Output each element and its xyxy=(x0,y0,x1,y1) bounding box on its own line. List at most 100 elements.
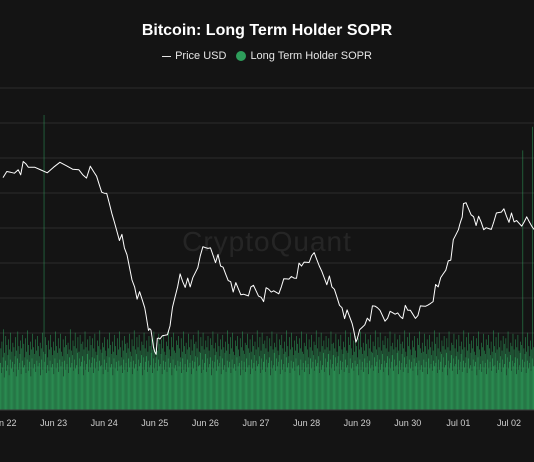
sopr-bar xyxy=(114,368,116,410)
sopr-bar xyxy=(181,373,183,410)
sopr-bar xyxy=(65,336,66,410)
sopr-bar xyxy=(8,375,10,410)
sopr-bar xyxy=(482,360,484,410)
sopr-bar xyxy=(32,368,34,410)
sopr-bar xyxy=(116,355,118,410)
sopr-bar xyxy=(520,341,521,410)
sopr-bar xyxy=(441,340,443,410)
sopr-bar xyxy=(447,347,449,410)
sopr-bar xyxy=(48,340,49,410)
sopr-bar xyxy=(32,333,33,410)
sopr-bar xyxy=(214,355,216,410)
sopr-bar xyxy=(429,368,431,410)
sopr-bar xyxy=(3,377,5,410)
sopr-bar xyxy=(476,375,478,410)
sopr-bar xyxy=(467,350,468,410)
x-tick-label: Jun 30 xyxy=(394,418,421,428)
sopr-bar xyxy=(57,352,58,410)
sopr-bar xyxy=(253,346,254,410)
sopr-bar xyxy=(14,356,16,410)
sopr-bar xyxy=(56,362,58,410)
sopr-bar xyxy=(220,374,222,410)
sopr-bar xyxy=(313,355,314,410)
sopr-bar xyxy=(394,359,395,411)
sopr-bar xyxy=(198,366,200,410)
sopr-bar xyxy=(430,364,432,410)
sopr-bar xyxy=(184,364,186,410)
sopr-bar xyxy=(80,343,82,410)
sopr-bar xyxy=(409,368,411,410)
sopr-bar xyxy=(19,353,21,410)
sopr-bar xyxy=(225,371,227,410)
sopr-bar xyxy=(280,344,281,410)
sopr-bar xyxy=(379,359,380,411)
sopr-bar xyxy=(175,352,177,410)
sopr-bar xyxy=(8,339,9,410)
sopr-bar xyxy=(163,369,165,410)
sopr-bar xyxy=(415,362,417,410)
sopr-bar xyxy=(95,351,97,410)
x-tick-label: Jun 27 xyxy=(242,418,269,428)
sopr-bar xyxy=(391,355,393,410)
sopr-bar xyxy=(177,344,178,410)
sopr-bar xyxy=(432,370,433,410)
sopr-bar xyxy=(384,360,385,410)
sopr-bar xyxy=(505,353,506,410)
sopr-bar xyxy=(182,351,183,410)
sopr-bar xyxy=(411,361,412,410)
sopr-bar xyxy=(382,353,383,410)
sopr-bar xyxy=(363,371,365,410)
sopr-bar xyxy=(310,358,312,410)
sopr-bar xyxy=(449,368,450,410)
sopr-bar xyxy=(180,357,181,410)
sopr-bar xyxy=(338,374,340,410)
sopr-bar xyxy=(50,367,52,410)
sopr-bar xyxy=(248,348,249,411)
sopr-bar xyxy=(395,366,396,410)
sopr-bar xyxy=(452,344,454,410)
sopr-bar xyxy=(398,350,400,410)
sopr-bar xyxy=(129,367,131,410)
sopr-bar xyxy=(460,361,461,410)
sopr-bar xyxy=(94,358,95,410)
sopr-bar xyxy=(271,331,273,410)
sopr-bar xyxy=(268,362,269,410)
sopr-bar xyxy=(73,346,75,410)
sopr-bar xyxy=(25,373,27,410)
legend-item-sopr[interactable]: Long Term Holder SOPR xyxy=(236,50,372,62)
sopr-bar xyxy=(122,350,124,410)
sopr-bar xyxy=(278,355,280,410)
sopr-bar xyxy=(316,366,318,410)
sopr-bar xyxy=(420,348,421,411)
sopr-bar xyxy=(218,346,220,410)
sopr-bar xyxy=(376,361,378,410)
sopr-bar xyxy=(464,347,466,410)
sopr-bar xyxy=(474,351,476,410)
sopr-bar xyxy=(347,365,348,410)
sopr-bar xyxy=(477,346,478,410)
sopr-bar xyxy=(263,353,265,410)
sopr-bar xyxy=(266,359,267,411)
sopr-bar xyxy=(93,348,95,411)
sopr-bar xyxy=(153,331,155,410)
sopr-bar xyxy=(459,346,461,410)
sopr-bar xyxy=(110,344,112,410)
legend-item-price[interactable]: Price USD xyxy=(162,50,226,62)
sopr-bar xyxy=(130,351,131,410)
sopr-bar xyxy=(219,362,220,410)
sopr-bar xyxy=(470,352,472,410)
sopr-bar xyxy=(334,348,336,411)
sopr-bar xyxy=(469,343,471,410)
sopr-bar xyxy=(403,348,404,411)
sopr-bar xyxy=(178,366,180,410)
sopr-bar xyxy=(257,347,259,410)
sopr-bar xyxy=(96,355,98,410)
sopr-bar xyxy=(197,357,198,410)
sopr-bar xyxy=(89,336,91,410)
sopr-bar xyxy=(37,336,38,410)
sopr-bar xyxy=(354,360,356,410)
sopr-bar xyxy=(489,348,490,411)
sopr-bar xyxy=(267,351,269,410)
sopr-bar xyxy=(353,370,355,410)
sopr-bar xyxy=(77,337,79,410)
